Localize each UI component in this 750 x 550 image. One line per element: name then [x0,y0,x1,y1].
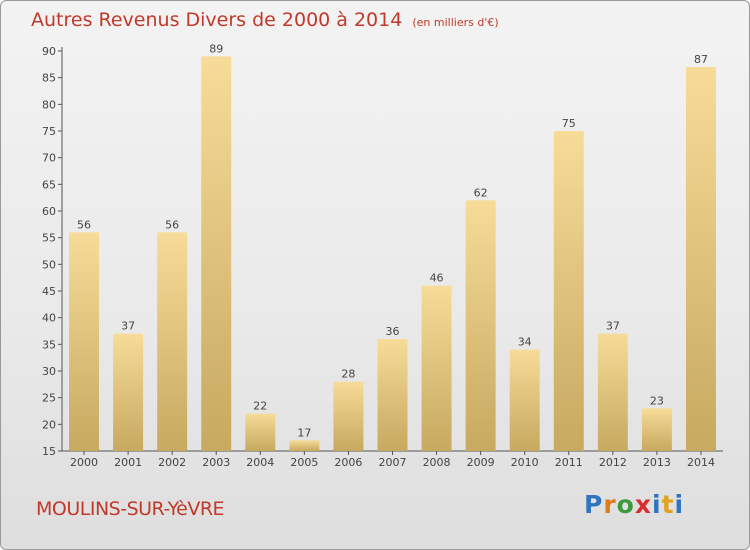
data-label: 28 [341,368,355,381]
y-tick-label: 70 [42,152,56,165]
bar [553,131,584,451]
y-tick-label: 30 [42,365,56,378]
x-tick-label: 2010 [511,456,539,469]
data-label: 36 [386,325,400,338]
y-tick-label: 15 [42,445,56,458]
y-tick-label: 35 [42,338,56,351]
x-tick-label: 2002 [158,456,186,469]
y-tick-label: 80 [42,98,56,111]
city-name: MOULINS-SUR-YèVRE [36,498,225,520]
y-tick-label: 75 [42,125,56,138]
bar [69,232,100,451]
data-label: 17 [297,426,311,439]
y-tick-label: 25 [42,392,56,405]
y-tick-label: 20 [42,418,56,431]
x-tick-label: 2014 [687,456,715,469]
x-tick-label: 2000 [70,456,98,469]
bar [685,67,716,451]
x-tick-label: 2007 [379,456,407,469]
data-label: 87 [694,53,708,66]
y-tick-label: 55 [42,232,56,245]
bar [421,285,452,451]
bar [245,413,276,451]
data-label: 22 [253,400,267,413]
x-tick-label: 2006 [334,456,362,469]
x-tick-label: 2004 [246,456,274,469]
data-label: 23 [650,394,664,407]
y-tick-label: 65 [42,178,56,191]
data-label: 75 [562,117,576,130]
x-tick-label: 2013 [643,456,671,469]
bar [597,333,628,451]
y-tick-label: 60 [42,205,56,218]
bar [113,333,144,451]
chart-subtitle: (en milliers d'€) [412,16,499,29]
x-tick-label: 2008 [423,456,451,469]
bar [333,381,364,451]
chart-title-text: Autres Revenus Divers de 2000 à 2014 [31,9,403,31]
data-label: 37 [606,320,620,333]
data-label: 37 [121,320,135,333]
bar [289,440,320,451]
bar [377,339,408,451]
data-label: 89 [209,42,223,55]
data-label: 34 [518,336,532,349]
x-tick-label: 2001 [114,456,142,469]
y-tick-label: 85 [42,72,56,85]
data-label: 46 [430,272,444,285]
bar [201,56,232,451]
proxiti-logo: Proxiti [584,490,685,519]
bar [641,408,672,451]
data-label: 56 [165,218,179,231]
bar [509,349,540,451]
y-tick-label: 90 [42,45,56,58]
y-tick-label: 50 [42,258,56,271]
bar [157,232,188,451]
chart-title: Autres Revenus Divers de 2000 à 2014 (en… [31,9,499,31]
x-tick-label: 2005 [290,456,318,469]
bar [465,200,496,451]
x-tick-label: 2011 [555,456,583,469]
x-tick-label: 2012 [599,456,627,469]
y-tick-label: 40 [42,312,56,325]
x-tick-label: 2009 [467,456,495,469]
data-label: 62 [474,186,488,199]
data-label: 56 [77,218,91,231]
y-tick-label: 45 [42,285,56,298]
x-tick-label: 2003 [202,456,230,469]
